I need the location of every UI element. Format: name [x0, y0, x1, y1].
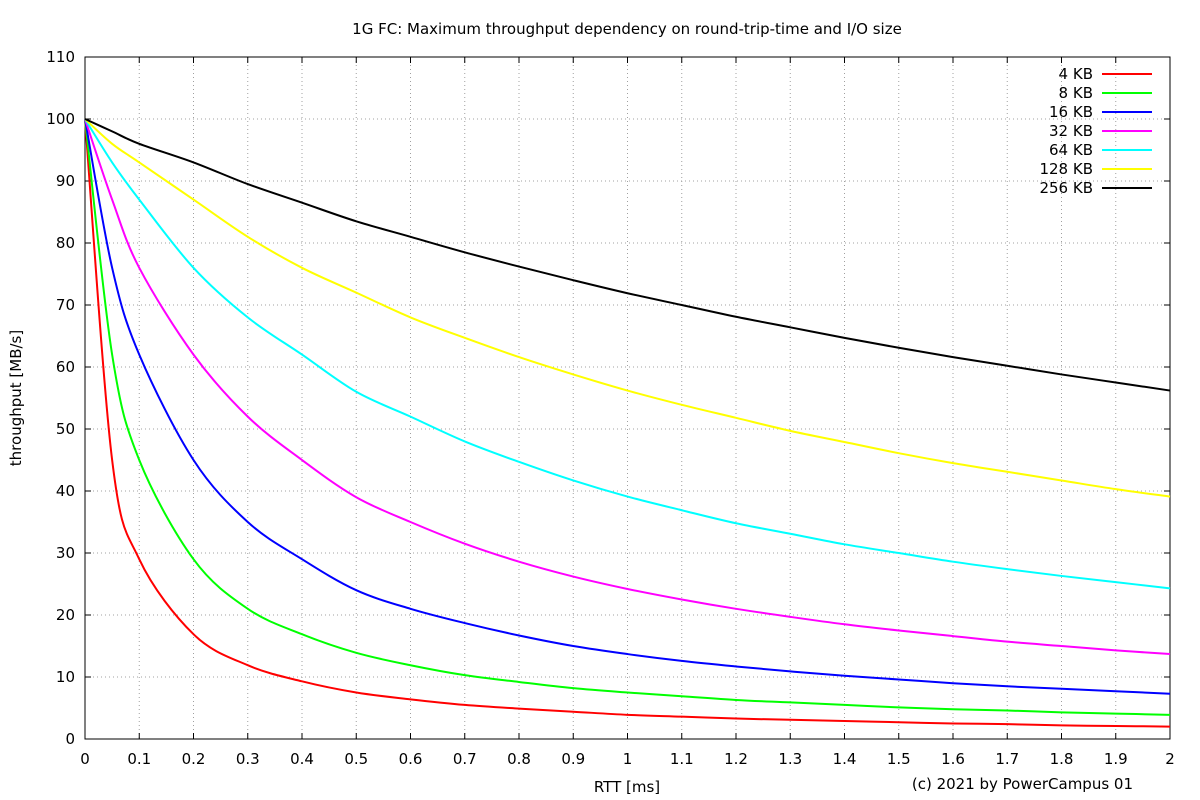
chart-title: 1G FC: Maximum throughput dependency on … — [352, 20, 902, 38]
x-tick-label: 0.6 — [399, 750, 423, 768]
x-tick-label: 1.3 — [778, 750, 802, 768]
y-tick-label: 60 — [56, 358, 75, 376]
series-line-128-kb — [84, 118, 1171, 498]
y-tick-label: 70 — [56, 296, 75, 314]
series-line-64-kb — [84, 118, 1171, 590]
y-tick-label: 0 — [65, 730, 75, 748]
x-tick-label: 1 — [623, 750, 633, 768]
y-tick-label: 90 — [56, 172, 75, 190]
y-tick-label: 10 — [56, 668, 75, 686]
x-tick-label: 0.3 — [236, 750, 260, 768]
x-tick-label: 1.9 — [1104, 750, 1128, 768]
legend-label: 8 KB — [1059, 84, 1093, 102]
x-axis: 0 0.1 0.2 0.3 0.4 0.5 0.6 0.7 0.8 0.9 1 1.1 1.2 1.3 1.… — [80, 57, 1175, 768]
credit-text: (c) 2021 by PowerCampus 01 — [912, 775, 1133, 793]
legend-label: 64 KB — [1049, 141, 1093, 159]
x-tick-label: 0.2 — [182, 750, 206, 768]
legend-label: 16 KB — [1049, 103, 1093, 121]
x-tick-label: 1.6 — [941, 750, 965, 768]
x-tick-label: 0.4 — [290, 750, 314, 768]
y-axis: 0 10 20 30 40 50 60 70 80 90 100 110 — [46, 48, 1170, 748]
legend-label: 256 KB — [1039, 179, 1093, 197]
x-tick-label: 1.5 — [887, 750, 911, 768]
x-tick-label: 1.4 — [833, 750, 857, 768]
x-tick-label: 0.7 — [453, 750, 477, 768]
y-tick-label: 80 — [56, 234, 75, 252]
y-tick-label: 40 — [56, 482, 75, 500]
y-tick-label: 20 — [56, 606, 75, 624]
x-tick-label: 0 — [80, 750, 90, 768]
x-tick-label: 0.9 — [561, 750, 585, 768]
series-line-256-kb — [84, 118, 1171, 392]
series-line-8-kb — [84, 118, 1171, 716]
legend-label: 32 KB — [1049, 122, 1093, 140]
x-tick-label: 1.2 — [724, 750, 748, 768]
series-line-16-kb — [84, 118, 1171, 695]
x-tick-label: 0.8 — [507, 750, 531, 768]
x-tick-label: 1.8 — [1050, 750, 1074, 768]
y-tick-label: 50 — [56, 420, 75, 438]
y-tick-label: 30 — [56, 544, 75, 562]
y-axis-label: throughput [MB/s] — [7, 330, 25, 466]
x-tick-label: 0.1 — [127, 750, 151, 768]
legend-label: 128 KB — [1039, 160, 1093, 178]
y-tick-label: 110 — [46, 48, 75, 66]
x-tick-label: 1.1 — [670, 750, 694, 768]
series-line-32-kb — [84, 118, 1171, 656]
series-lines — [84, 118, 1171, 728]
x-tick-label: 1.7 — [995, 750, 1019, 768]
y-tick-label: 100 — [46, 110, 75, 128]
x-tick-label: 2 — [1165, 750, 1175, 768]
grid — [85, 57, 1170, 739]
x-tick-label: 0.5 — [344, 750, 368, 768]
x-axis-label: RTT [ms] — [594, 778, 660, 796]
series-line-4-kb — [84, 118, 1171, 728]
legend-label: 4 KB — [1059, 65, 1093, 83]
